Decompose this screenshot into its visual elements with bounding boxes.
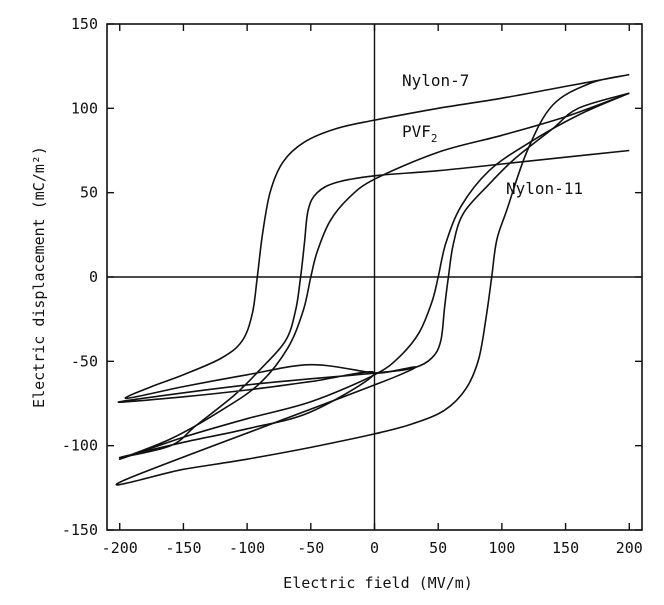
x-tick-label: -100 [229,539,265,557]
y-axis-title: Electric displacement (mC/m²) [30,146,48,408]
y-tick-label: 150 [71,15,98,33]
series-label-pvf2: PVF2 [402,122,438,145]
x-tick-label: -150 [165,539,201,557]
x-tick-label: 0 [370,539,379,557]
y-tick-label: 100 [71,99,98,117]
y-tick-label: -50 [71,352,98,370]
series-label-nylon-7: Nylon-7 [402,71,469,90]
x-tick-label: 100 [488,539,515,557]
series-label-nylon-11: Nylon-11 [506,179,583,198]
x-tick-label: -200 [102,539,138,557]
y-tick-label: -150 [62,521,98,539]
y-tick-label: -100 [62,437,98,455]
x-axis-title: Electric field (MV/m) [283,574,473,592]
labels-layer: Nylon-7 PVF2 Nylon-11 [402,71,583,198]
y-tick-label: 50 [80,184,98,202]
curve-nylon-11 [117,92,630,459]
x-tick-label: 150 [552,539,579,557]
series-label-subscript: 2 [431,132,438,145]
x-tick-label: 50 [429,539,447,557]
curve-pvf2 [118,92,630,461]
curve-nylon-7 [115,73,630,486]
x-tick-label: -50 [297,539,324,557]
y-tick-label: 0 [89,268,98,286]
curves-layer [115,73,630,486]
axes-layer: -200 -150 -100 -50 0 50 100 150 200-150-100-5005… [62,15,643,557]
x-tick-label: 200 [616,539,643,557]
